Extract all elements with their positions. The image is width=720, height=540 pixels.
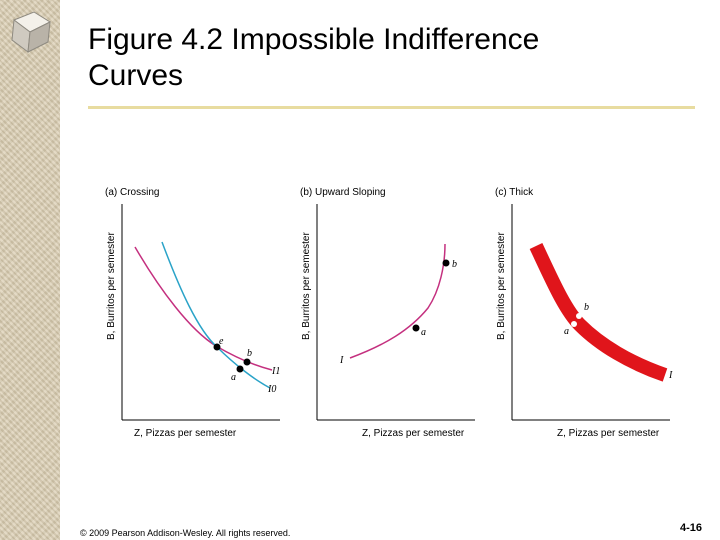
panel-a-curve-i0	[161, 241, 271, 389]
title-line-2: Curves	[88, 59, 184, 92]
panel-c-x-label: Z, Pizzas per semester	[557, 428, 660, 439]
panel-a-label-e: e	[219, 336, 224, 347]
panel-b-title: (b) Upward Sloping	[300, 187, 386, 198]
panel-c-label-i: I	[668, 370, 673, 381]
panel-crossing: (a) Crossing B, Burritos per semester Z,…	[105, 187, 280, 439]
panel-b-point-a	[412, 324, 420, 332]
title-divider	[88, 106, 695, 109]
panel-b-point-b	[442, 259, 450, 267]
panel-a-point-e	[213, 343, 221, 351]
panel-c-point-a	[571, 321, 577, 327]
panel-c-label-a: a	[564, 326, 569, 337]
panel-thick: (c) Thick B, Burritos per semester Z, Pi…	[495, 187, 673, 439]
panel-a-x-label: Z, Pizzas per semester	[134, 428, 237, 439]
panel-a-label-i1: I1	[271, 366, 280, 377]
panel-c-label-b: b	[584, 302, 589, 313]
panel-a-label-b: b	[247, 348, 252, 359]
indifference-curves-figure: (a) Crossing B, Burritos per semester Z,…	[105, 187, 673, 439]
panel-c-y-label: B, Burritos per semester	[496, 232, 507, 340]
panel-a-title: (a) Crossing	[105, 187, 159, 198]
panel-a-curve-i1	[134, 246, 273, 371]
slide-title: Figure 4.2 Impossible Indifference Curve…	[88, 22, 688, 94]
panel-upward-sloping: (b) Upward Sloping B, Burritos per semes…	[300, 187, 475, 439]
panel-b-label-a: a	[421, 327, 426, 338]
panel-b-y-label: B, Burritos per semester	[301, 232, 312, 340]
panel-b-label-i: I	[339, 355, 344, 366]
panel-c-thick-curve	[529, 243, 668, 382]
copyright-footer: © 2009 Pearson Addison-Wesley. All right…	[80, 528, 291, 538]
panel-c-title: (c) Thick	[495, 187, 534, 198]
panel-a-y-label: B, Burritos per semester	[106, 232, 117, 340]
panel-a-point-b	[243, 358, 251, 366]
panel-a-point-a	[236, 365, 244, 373]
panel-a-label-i0: I0	[267, 384, 276, 395]
glass-cube-icon	[11, 11, 52, 53]
panel-b-x-label: Z, Pizzas per semester	[362, 428, 465, 439]
textured-sidebar	[0, 0, 60, 540]
panel-b-label-b: b	[452, 259, 457, 270]
panel-b-curve	[349, 243, 446, 359]
panel-c-point-b	[576, 313, 582, 319]
title-line-1: Figure 4.2 Impossible Indifference	[88, 23, 540, 56]
panel-a-label-a: a	[231, 372, 236, 383]
page-number: 4-16	[680, 522, 703, 534]
